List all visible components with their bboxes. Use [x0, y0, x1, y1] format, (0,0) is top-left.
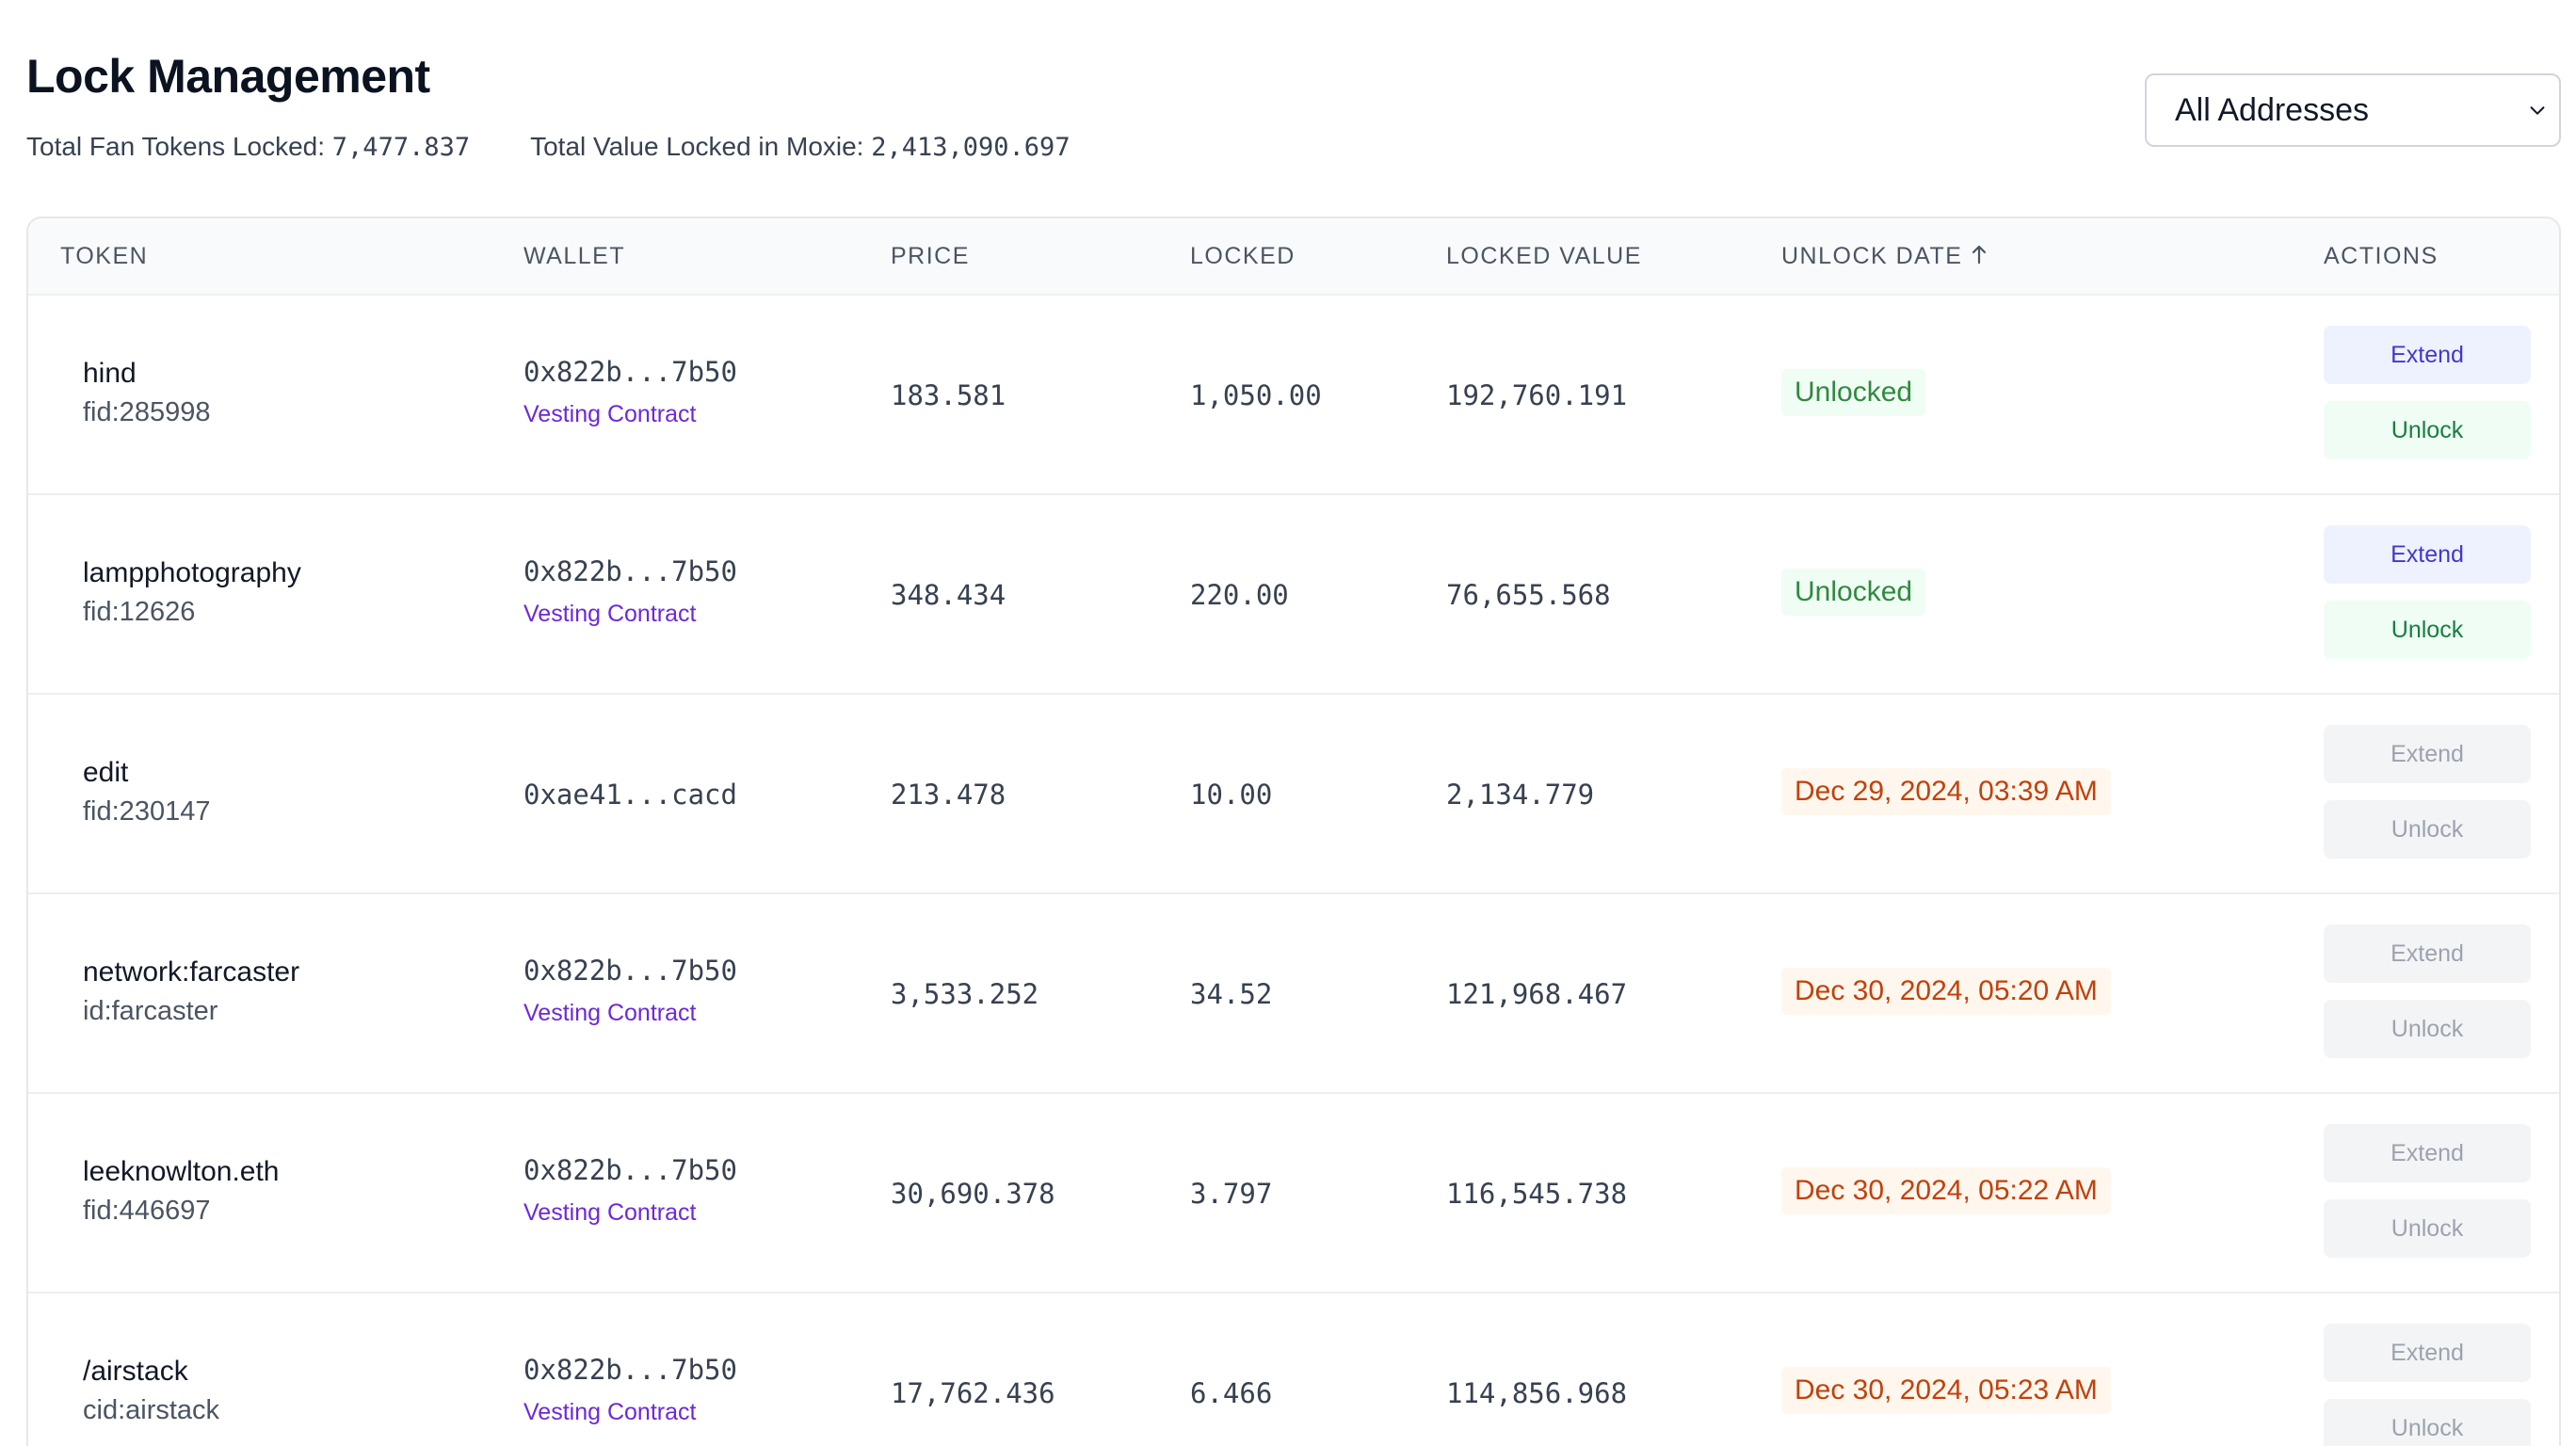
vesting-contract-link[interactable]: Vesting Contract	[523, 601, 697, 627]
unlock-button[interactable]: Unlock	[2324, 800, 2531, 859]
locked-amount: 3.797	[1190, 1178, 1273, 1210]
wallet-address[interactable]: 0x822b...7b50	[523, 1354, 737, 1386]
stat-label: Total Fan Tokens Locked:	[26, 132, 326, 161]
vesting-contract-link[interactable]: Vesting Contract	[523, 1000, 697, 1026]
locked-amount: 6.466	[1190, 1377, 1273, 1409]
token-name: network:farcaster	[83, 956, 300, 988]
stat-label: Total Value Locked in Moxie:	[530, 132, 864, 161]
column-header-unlock-date-label: UNLOCK DATE	[1781, 243, 1963, 269]
price-value: 213.478	[891, 779, 1006, 811]
unlock-date-badge: Dec 30, 2024, 05:20 AM	[1781, 968, 2111, 1015]
vesting-contract-link[interactable]: Vesting Contract	[523, 1399, 697, 1425]
extend-button[interactable]: Extend	[2324, 725, 2531, 783]
unlock-button[interactable]: Unlock	[2324, 401, 2531, 459]
token-name: lampphotography	[83, 557, 301, 588]
table-row: network:farcaster id:farcaster 0x822b...7b…	[28, 894, 2559, 1094]
column-header-unlock-date[interactable]: UNLOCK DATE	[1781, 218, 1988, 294]
extend-button[interactable]: Extend	[2324, 924, 2531, 983]
token-id: fid:12626	[83, 597, 196, 627]
price-value: 348.434	[891, 579, 1006, 611]
extend-button[interactable]: Extend	[2324, 326, 2531, 384]
locked-amount: 1,050.00	[1190, 379, 1322, 411]
locked-value: 2,134.779	[1446, 779, 1595, 811]
wallet-address[interactable]: 0x822b...7b50	[523, 1154, 737, 1186]
table-row: edit fid:230147 0xae41...cacd 213.478 10.00 2…	[28, 695, 2559, 894]
table-body: hind fid:285998 0x822b...7b50 Vesting Contr…	[28, 296, 2559, 1446]
table-row: leeknowlton.eth fid:446697 0x822b...7b50 Ve…	[28, 1094, 2559, 1293]
locked-value: 76,655.568	[1446, 579, 1611, 611]
price-value: 3,533.252	[891, 978, 1039, 1010]
arrow-up-icon	[1972, 246, 1987, 265]
table-row: /airstack cid:airstack 0x822b...7b50 Vestin…	[28, 1293, 2559, 1446]
stats-bar: Total Fan Tokens Locked: 7,477.837 Total…	[26, 132, 1071, 162]
column-header-wallet[interactable]: WALLET	[523, 243, 626, 269]
price-value: 30,690.378	[891, 1178, 1055, 1210]
column-header-actions: ACTIONS	[2324, 243, 2439, 269]
token-name: edit	[83, 757, 129, 788]
page-title: Lock Management	[26, 50, 430, 103]
price-value: 183.581	[891, 379, 1006, 411]
unlock-button[interactable]: Unlock	[2324, 601, 2531, 659]
unlock-date-badge: Dec 30, 2024, 05:23 AM	[1781, 1367, 2111, 1414]
token-name: /airstack	[83, 1356, 188, 1387]
unlock-date-badge: Dec 29, 2024, 03:39 AM	[1781, 768, 2111, 815]
unlock-button[interactable]: Unlock	[2324, 1199, 2531, 1258]
token-id: cid:airstack	[83, 1395, 220, 1425]
column-header-price[interactable]: PRICE	[891, 243, 970, 269]
token-id: fid:230147	[83, 796, 211, 827]
wallet-address[interactable]: 0x822b...7b50	[523, 356, 737, 388]
wallet-address[interactable]: 0xae41...cacd	[523, 779, 737, 811]
extend-button[interactable]: Extend	[2324, 525, 2531, 584]
unlock-date-badge: Unlocked	[1781, 369, 1926, 416]
column-header-locked-value[interactable]: LOCKED VALUE	[1446, 243, 1642, 269]
wallet-address[interactable]: 0x822b...7b50	[523, 955, 737, 987]
wallet-address[interactable]: 0x822b...7b50	[523, 555, 737, 587]
unlock-date-badge: Unlocked	[1781, 569, 1926, 616]
unlock-button[interactable]: Unlock	[2324, 1000, 2531, 1058]
stat-total-value-locked: Total Value Locked in Moxie: 2,413,090.6…	[530, 132, 1070, 162]
vesting-contract-link[interactable]: Vesting Contract	[523, 401, 697, 427]
address-filter-select[interactable]: All Addresses	[2145, 73, 2561, 147]
locked-value: 116,545.738	[1446, 1178, 1628, 1210]
locked-amount: 10.00	[1190, 779, 1273, 811]
stat-value: 2,413,090.697	[871, 133, 1071, 162]
table-row: hind fid:285998 0x822b...7b50 Vesting Contr…	[28, 296, 2559, 495]
chevron-down-icon	[2530, 106, 2545, 115]
locked-value: 192,760.191	[1446, 379, 1628, 411]
token-id: id:farcaster	[83, 996, 218, 1026]
unlock-date-badge: Dec 30, 2024, 05:22 AM	[1781, 1167, 2111, 1214]
stat-value: 7,477.837	[331, 133, 471, 162]
unlock-button[interactable]: Unlock	[2324, 1399, 2531, 1446]
column-header-locked[interactable]: LOCKED	[1190, 243, 1296, 269]
vesting-contract-link[interactable]: Vesting Contract	[523, 1199, 697, 1226]
stat-total-fan-tokens: Total Fan Tokens Locked: 7,477.837	[26, 132, 470, 162]
address-filter-value: All Addresses	[2175, 91, 2369, 128]
price-value: 17,762.436	[891, 1377, 1055, 1409]
token-name: leeknowlton.eth	[83, 1156, 280, 1187]
token-name: hind	[83, 358, 137, 389]
table-header: TOKEN WALLET PRICE LOCKED LOCKED VALUE U…	[28, 218, 2559, 296]
extend-button[interactable]: Extend	[2324, 1124, 2531, 1182]
token-id: fid:446697	[83, 1196, 211, 1226]
extend-button[interactable]: Extend	[2324, 1324, 2531, 1382]
token-id: fid:285998	[83, 397, 211, 427]
column-header-token[interactable]: TOKEN	[60, 243, 149, 269]
locked-amount: 220.00	[1190, 579, 1289, 611]
locked-value: 114,856.968	[1446, 1377, 1628, 1409]
locks-table: TOKEN WALLET PRICE LOCKED LOCKED VALUE U…	[26, 217, 2561, 1446]
locked-value: 121,968.467	[1446, 978, 1628, 1010]
table-row: lampphotography fid:12626 0x822b...7b50 Ves…	[28, 495, 2559, 695]
locked-amount: 34.52	[1190, 978, 1273, 1010]
